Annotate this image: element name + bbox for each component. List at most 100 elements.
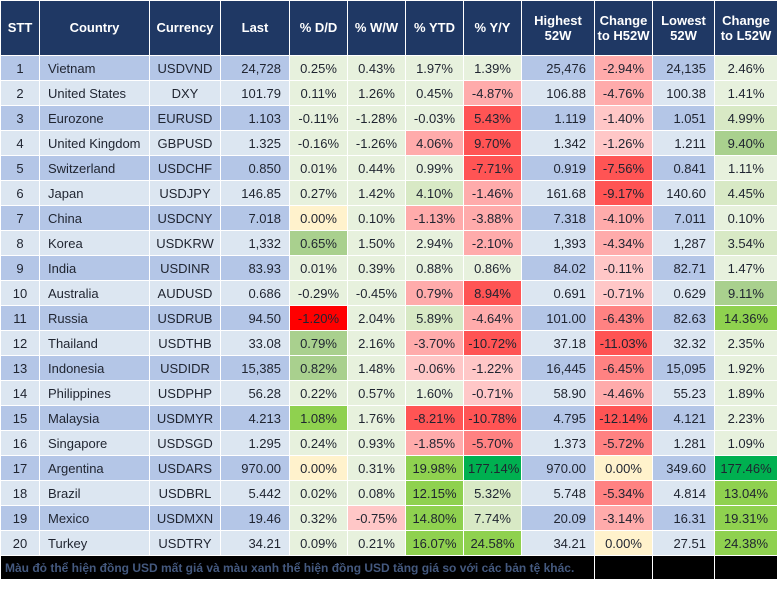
col-header-last: Last xyxy=(220,0,290,56)
cell-dd: -0.11% xyxy=(289,105,348,131)
cell-currency: USDINR xyxy=(149,255,221,281)
cell-ww: 1.42% xyxy=(347,180,406,206)
cell-dd: 0.09% xyxy=(289,530,348,556)
cell-ww: -0.75% xyxy=(347,505,406,531)
cell-country: Japan xyxy=(39,180,150,206)
cell-chg_l52w: 2.46% xyxy=(714,55,777,81)
cell-high52w: 20.09 xyxy=(521,505,595,531)
cell-yy: 0.86% xyxy=(463,255,522,281)
cell-country: Brazil xyxy=(39,480,150,506)
cell-stt: 11 xyxy=(0,305,40,331)
cell-currency: USDCHF xyxy=(149,155,221,181)
cell-ytd: 0.45% xyxy=(405,80,464,106)
cell-dd: 0.01% xyxy=(289,155,348,181)
table-row: 5 Switzerland USDCHF 0.850 0.01% 0.44% 0.99% -7… xyxy=(0,155,777,181)
table-row: 20 Turkey USDTRY 34.21 0.09% 0.21% 16.07% 24.58… xyxy=(0,530,777,556)
cell-stt: 15 xyxy=(0,405,40,431)
cell-chg_h52w: -2.94% xyxy=(594,55,653,81)
cell-stt: 18 xyxy=(0,480,40,506)
cell-chg_l52w: 1.47% xyxy=(714,255,777,281)
cell-currency: USDTHB xyxy=(149,330,221,356)
cell-ytd: -0.06% xyxy=(405,355,464,381)
cell-yy: -10.72% xyxy=(463,330,522,356)
cell-last: 34.21 xyxy=(220,530,290,556)
cell-chg_l52w: 1.41% xyxy=(714,80,777,106)
cell-high52w: 970.00 xyxy=(521,455,595,481)
cell-low52w: 27.51 xyxy=(652,530,715,556)
cell-yy: -1.46% xyxy=(463,180,522,206)
table-row: 18 Brazil USDBRL 5.442 0.02% 0.08% 12.15% 5.32%… xyxy=(0,480,777,506)
cell-country: Switzerland xyxy=(39,155,150,181)
cell-low52w: 1.051 xyxy=(652,105,715,131)
cell-stt: 20 xyxy=(0,530,40,556)
cell-low52w: 0.841 xyxy=(652,155,715,181)
cell-ww: -1.26% xyxy=(347,130,406,156)
cell-high52w: 0.691 xyxy=(521,280,595,306)
cell-country: Korea xyxy=(39,230,150,256)
table-row: 1 Vietnam USDVND 24,728 0.25% 0.43% 1.97% 1.39%… xyxy=(0,55,777,81)
cell-yy: -4.87% xyxy=(463,80,522,106)
table-row: 15 Malaysia USDMYR 4.213 1.08% 1.76% -8.21% -10… xyxy=(0,405,777,431)
cell-yy: -7.71% xyxy=(463,155,522,181)
cell-stt: 16 xyxy=(0,430,40,456)
cell-country: Indonesia xyxy=(39,355,150,381)
cell-ww: 0.43% xyxy=(347,55,406,81)
col-header-low52w: Lowest 52W xyxy=(652,0,715,56)
cell-low52w: 140.60 xyxy=(652,180,715,206)
cell-dd: 0.27% xyxy=(289,180,348,206)
cell-dd: -1.20% xyxy=(289,305,348,331)
cell-last: 56.28 xyxy=(220,380,290,406)
cell-last: 33.08 xyxy=(220,330,290,356)
cell-ytd: 0.88% xyxy=(405,255,464,281)
cell-chg_l52w: 13.04% xyxy=(714,480,777,506)
cell-yy: 9.70% xyxy=(463,130,522,156)
cell-ytd: 12.15% xyxy=(405,480,464,506)
col-header-ww: % W/W xyxy=(347,0,406,56)
cell-chg_h52w: -0.71% xyxy=(594,280,653,306)
cell-stt: 14 xyxy=(0,380,40,406)
cell-country: Australia xyxy=(39,280,150,306)
cell-yy: 177.14% xyxy=(463,455,522,481)
cell-ytd: 5.89% xyxy=(405,305,464,331)
cell-ww: 0.39% xyxy=(347,255,406,281)
cell-high52w: 5.748 xyxy=(521,480,595,506)
table-row: 7 China USDCNY 7.018 0.00% 0.10% -1.13% -3.88% 7… xyxy=(0,205,777,231)
cell-chg_h52w: -9.17% xyxy=(594,180,653,206)
cell-currency: EURUSD xyxy=(149,105,221,131)
cell-ytd: 4.10% xyxy=(405,180,464,206)
cell-chg_h52w: -6.43% xyxy=(594,305,653,331)
cell-chg_l52w: 4.99% xyxy=(714,105,777,131)
table-row: 3 Eurozone EURUSD 1.103 -0.11% -1.28% -0.03% 5.… xyxy=(0,105,777,131)
cell-dd: 0.24% xyxy=(289,430,348,456)
cell-ww: -0.45% xyxy=(347,280,406,306)
table-row: 12 Thailand USDTHB 33.08 0.79% 2.16% -3.70% -10… xyxy=(0,330,777,356)
cell-chg_l52w: 2.23% xyxy=(714,405,777,431)
cell-chg_h52w: -4.76% xyxy=(594,80,653,106)
cell-stt: 9 xyxy=(0,255,40,281)
table-row: 16 Singapore USDSGD 1.295 0.24% 0.93% -1.85% -5… xyxy=(0,430,777,456)
col-header-ytd: % YTD xyxy=(405,0,464,56)
cell-chg_l52w: 3.54% xyxy=(714,230,777,256)
cell-dd: -0.16% xyxy=(289,130,348,156)
cell-stt: 4 xyxy=(0,130,40,156)
cell-ww: 2.16% xyxy=(347,330,406,356)
col-header-dd: % D/D xyxy=(289,0,348,56)
cell-stt: 1 xyxy=(0,55,40,81)
table-row: 10 Australia AUDUSD 0.686 -0.29% -0.45% 0.79% 8… xyxy=(0,280,777,306)
cell-ytd: 0.79% xyxy=(405,280,464,306)
cell-ww: 0.31% xyxy=(347,455,406,481)
cell-country: Turkey xyxy=(39,530,150,556)
cell-high52w: 161.68 xyxy=(521,180,595,206)
cell-dd: 0.02% xyxy=(289,480,348,506)
cell-last: 1,332 xyxy=(220,230,290,256)
cell-low52w: 349.60 xyxy=(652,455,715,481)
cell-stt: 3 xyxy=(0,105,40,131)
cell-dd: 0.00% xyxy=(289,205,348,231)
cell-high52w: 16,445 xyxy=(521,355,595,381)
cell-low52w: 55.23 xyxy=(652,380,715,406)
cell-ww: 1.50% xyxy=(347,230,406,256)
cell-chg_h52w: -11.03% xyxy=(594,330,653,356)
footer-note-text: Màu đỏ thể hiện đồng USD mất giá và màu … xyxy=(5,560,575,575)
cell-high52w: 1.342 xyxy=(521,130,595,156)
table-row: 14 Philippines USDPHP 56.28 0.22% 0.57% 1.60% -… xyxy=(0,380,777,406)
